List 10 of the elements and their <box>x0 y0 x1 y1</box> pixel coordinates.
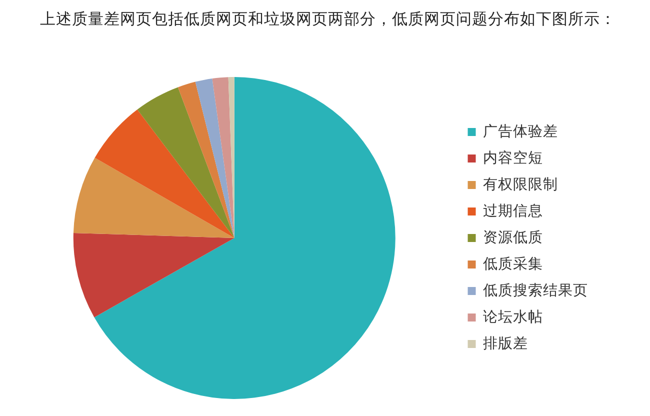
legend-label: 内容空短 <box>483 149 543 166</box>
legend-label: 低质搜索结果页 <box>483 282 588 299</box>
legend-label: 资源低质 <box>483 228 543 246</box>
legend-label: 有权限限制 <box>483 176 558 193</box>
legend-label: 广告体验差 <box>483 122 558 140</box>
legend-label: 论坛水帖 <box>483 308 543 326</box>
chart-title: 上述质量差网页包括低质网页和垃圾网页两部分，低质网页问题分布如下图所示： <box>40 9 616 30</box>
legend-label: 过期信息 <box>483 202 543 220</box>
legend-label: 排版差 <box>483 334 528 352</box>
legend-label: 低质采集 <box>483 255 543 272</box>
